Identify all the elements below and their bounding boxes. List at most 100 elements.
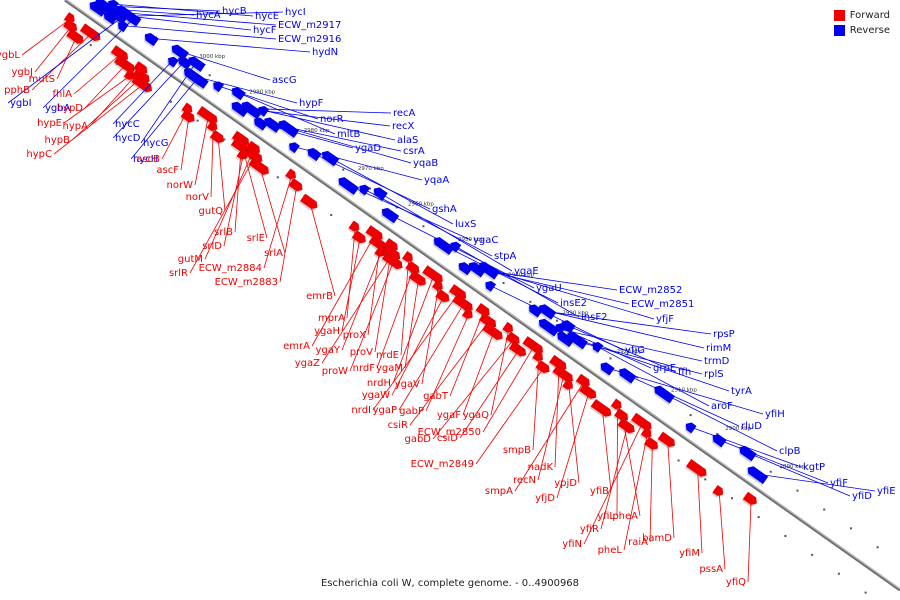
gene-label-luxs[interactable]: luxS: [455, 219, 476, 230]
gene-label-hypa[interactable]: hypA: [63, 121, 89, 132]
gene-label-hyce[interactable]: hycE: [255, 11, 279, 22]
gene-label-gutm[interactable]: gutM: [178, 254, 203, 265]
gene-label-emra[interactable]: emrA: [283, 341, 310, 352]
gene-label-srlr[interactable]: srlR: [169, 268, 188, 279]
gene-label-ygay[interactable]: ygaY: [315, 345, 340, 356]
gene-label-raia[interactable]: raiA: [628, 537, 648, 548]
gene-label-ygaz[interactable]: ygaZ: [295, 358, 320, 369]
gene-label-reca[interactable]: recA: [393, 108, 416, 119]
gene-label-csid[interactable]: csiD: [437, 433, 458, 444]
gene-label-phea[interactable]: pheA: [612, 511, 638, 522]
gene-label-ygam[interactable]: ygaM: [376, 363, 403, 374]
gene-label-ygap[interactable]: ygaP: [373, 405, 397, 416]
gene-label-ygbi[interactable]: ygbI: [10, 98, 32, 109]
gene-label-clpb[interactable]: clpB: [779, 446, 801, 457]
gene-label-yfil[interactable]: yfiL: [597, 511, 615, 522]
gene-label-gabd[interactable]: gabD: [404, 434, 431, 445]
gene-label-yfid[interactable]: yfiD: [852, 491, 872, 502]
gene-label-ypjd[interactable]: ypjD: [554, 478, 577, 489]
gene-label-arof[interactable]: aroF: [711, 401, 733, 412]
gene-label-ecw_m2917[interactable]: ECW_m2917: [278, 20, 341, 31]
gene-label-hype[interactable]: hypE: [37, 118, 62, 129]
gene-label-yfif[interactable]: yfiF: [830, 478, 848, 489]
gene-label-yfib[interactable]: yfiB: [590, 486, 609, 497]
gene-label-prox[interactable]: proX: [343, 330, 366, 341]
gene-label-ygbl[interactable]: ygbL: [0, 50, 20, 61]
gene-label-gsha[interactable]: gshA: [432, 204, 457, 215]
gene-label-ygaw[interactable]: ygaW: [362, 390, 390, 401]
gene-label-rimm[interactable]: rimM: [706, 343, 731, 354]
gene-label-gabt[interactable]: gabT: [423, 391, 449, 402]
gene-label-csra[interactable]: csrA: [403, 146, 425, 157]
gene-label-yfjf[interactable]: yfjF: [656, 314, 674, 325]
gene-label-yfjd[interactable]: yfjD: [535, 493, 555, 504]
gene-label-norr[interactable]: norR: [320, 114, 344, 125]
gene-label-yqaa[interactable]: yqaA: [424, 175, 449, 186]
gene-label-muts[interactable]: mutS: [29, 74, 55, 85]
gene-label-hycd[interactable]: hycD: [115, 133, 141, 144]
gene-label-ygav[interactable]: ygaV: [395, 379, 420, 390]
gene-label-mpra[interactable]: mprA: [318, 313, 345, 324]
gene-label-hyca[interactable]: hycA: [196, 10, 221, 21]
gene-label-ygad[interactable]: ygaD: [355, 143, 381, 154]
gene-label-hypf[interactable]: hypF: [299, 98, 324, 109]
gene-label-yfim[interactable]: yfiM: [679, 548, 700, 559]
gene-label-prow[interactable]: proW: [322, 366, 348, 377]
gene-label-ecw_m2883[interactable]: ECW_m2883: [215, 277, 278, 288]
gene-label-hycg[interactable]: hycG: [143, 138, 169, 149]
gene-label-smpb[interactable]: smpB: [503, 445, 531, 456]
gene-label-bamd[interactable]: bamD: [642, 533, 672, 544]
gene-label-ecw_m2850[interactable]: ECW_m2850: [418, 427, 481, 438]
gene-label-ygae[interactable]: ygaE: [514, 266, 539, 277]
gene-label-hypc[interactable]: hypC: [26, 149, 52, 160]
gene-label-nrdi[interactable]: nrdI: [351, 405, 371, 416]
gene-label-gabp[interactable]: gabP: [399, 406, 424, 417]
gene-label-nrdf[interactable]: nrdF: [353, 363, 376, 374]
gene-label-hypb[interactable]: hypB: [45, 135, 71, 146]
gene-label-ascg[interactable]: ascG: [272, 75, 297, 86]
gene-label-alas[interactable]: alaS: [397, 135, 418, 146]
gene-label-hycf[interactable]: hycF: [253, 25, 277, 36]
gene-label-ygah[interactable]: ygaH: [314, 326, 340, 337]
gene-label-rlud[interactable]: rluD: [741, 421, 762, 432]
gene-label-gutq[interactable]: gutQ: [199, 206, 224, 217]
gene-label-ygbj[interactable]: ygbJ: [11, 67, 33, 78]
gene-label-yfie[interactable]: yfiE: [877, 486, 896, 497]
gene-label-inse2[interactable]: insE2: [560, 298, 587, 309]
gene-label-tyra[interactable]: tyrA: [731, 386, 752, 397]
gene-label-insf2[interactable]: insF2: [581, 312, 607, 323]
gene-label-hyci[interactable]: hycI: [285, 7, 306, 18]
gene-label-nrde[interactable]: nrdE: [376, 350, 399, 361]
gene-label-ecw_m2851[interactable]: ECW_m2851: [631, 299, 694, 310]
gene-label-yfiq[interactable]: yfiQ: [726, 577, 746, 588]
gene-label-srla[interactable]: srlA: [264, 248, 283, 259]
gene-label-csir[interactable]: csiR: [388, 420, 408, 431]
gene-label-ascf[interactable]: ascF: [156, 165, 179, 176]
gene-label-pssa[interactable]: pssA: [699, 564, 723, 575]
gene-label-yfir[interactable]: yfiR: [580, 524, 599, 535]
gene-label-hycc[interactable]: hycC: [115, 119, 140, 130]
gene-label-ecw_m2852[interactable]: ECW_m2852: [619, 285, 682, 296]
gene-label-ygba[interactable]: ygbA: [45, 103, 71, 114]
gene-label-hydn[interactable]: hydN: [312, 47, 338, 58]
gene-label-yfin[interactable]: yfiN: [562, 539, 582, 550]
gene-label-norv[interactable]: norV: [186, 192, 210, 203]
gene-label-ecw_m2916[interactable]: ECW_m2916: [278, 34, 341, 45]
gene-label-ffh[interactable]: ffh: [678, 367, 691, 378]
gene-label-norw[interactable]: norW: [167, 180, 194, 191]
gene-label-ecw_m2884[interactable]: ECW_m2884: [199, 263, 262, 274]
gene-label-ygaf[interactable]: ygaF: [437, 410, 461, 421]
gene-label-ecw_m2849[interactable]: ECW_m2849: [411, 459, 474, 470]
gene-label-ascb[interactable]: ascB: [136, 154, 160, 165]
gene-label-yfjg[interactable]: yfjG: [625, 345, 645, 356]
gene-label-recn[interactable]: recN: [513, 475, 536, 486]
gene-label-hypd[interactable]: hypD: [57, 103, 84, 114]
gene-label-ygac[interactable]: ygaC: [473, 235, 498, 246]
gene-label-prov[interactable]: proV: [350, 347, 373, 358]
gene-label-trmd[interactable]: trmD: [704, 356, 730, 367]
gene-label-yqab[interactable]: yqaB: [413, 158, 438, 169]
gene-label-hycb[interactable]: hycB: [222, 6, 247, 17]
gene-label-emrb[interactable]: emrB: [306, 291, 333, 302]
gene-label-hych[interactable]: hycH: [133, 154, 158, 165]
gene-label-rpls[interactable]: rplS: [704, 369, 724, 380]
